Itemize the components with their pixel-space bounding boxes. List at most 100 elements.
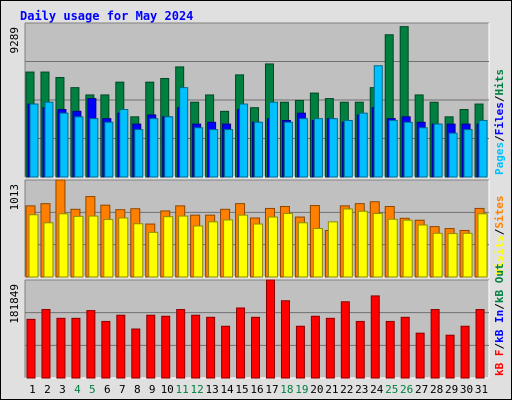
bar-pages-day-19 xyxy=(298,118,308,178)
bar-kb-f-day-17 xyxy=(265,279,275,379)
bar-pages-day-2 xyxy=(44,101,54,178)
x-tick-label-day-25: 25 xyxy=(385,383,398,396)
bar-visits-day-13 xyxy=(208,221,219,278)
bar-kb-f-day-18 xyxy=(280,300,290,379)
bar-kb-f-day-3 xyxy=(56,317,66,379)
y-axis-max-label: 9289 xyxy=(8,27,21,54)
legend-visits: Visits/Sites xyxy=(493,196,506,276)
legend-entry: kB In xyxy=(493,310,506,343)
x-tick-label-day-28: 28 xyxy=(430,383,443,396)
bar-pages-day-14 xyxy=(224,129,234,178)
bar-visits-day-9 xyxy=(148,231,159,278)
bar-kb-f-day-26 xyxy=(400,316,410,379)
bar-visits-day-20 xyxy=(312,228,323,278)
bar-pages-day-22 xyxy=(343,119,353,178)
x-tick-label-day-3: 3 xyxy=(59,383,66,396)
bar-pages-day-3 xyxy=(59,112,69,178)
x-tick-label-day-21: 21 xyxy=(325,383,338,396)
bar-visits-day-25 xyxy=(387,218,398,278)
bar-visits-day-12 xyxy=(193,225,204,278)
x-tick-label-day-16: 16 xyxy=(250,383,263,396)
bar-pages-day-29 xyxy=(448,132,458,178)
x-tick-label-day-1: 1 xyxy=(29,383,36,396)
legend-entry: Files xyxy=(493,102,506,135)
bar-visits-day-14 xyxy=(223,219,234,278)
bar-pages-day-6 xyxy=(104,121,114,178)
bar-pages-day-12 xyxy=(194,127,204,178)
bar-kb-f-day-25 xyxy=(385,320,395,379)
bar-kb-f-day-21 xyxy=(325,317,335,379)
bar-kb-f-day-5 xyxy=(86,310,96,379)
bar-visits-day-19 xyxy=(297,222,308,278)
legend-entry: / xyxy=(493,343,506,350)
bar-kb-f-day-6 xyxy=(101,320,111,379)
x-tick-label-day-6: 6 xyxy=(104,383,111,396)
bar-kb-f-day-1 xyxy=(26,318,36,379)
legend-entry: Hits xyxy=(493,69,506,96)
x-tick-label-day-20: 20 xyxy=(310,383,323,396)
bar-pages-day-13 xyxy=(209,129,219,178)
bar-pages-day-28 xyxy=(433,123,443,178)
x-tick-label-day-14: 14 xyxy=(220,383,234,396)
bar-visits-day-4 xyxy=(73,215,84,278)
bar-kb-f-day-20 xyxy=(310,315,320,379)
x-tick-label-day-8: 8 xyxy=(134,383,141,396)
bar-pages-day-5 xyxy=(89,118,99,178)
bar-visits-day-7 xyxy=(118,217,129,278)
bar-kb-f-day-22 xyxy=(340,301,350,379)
legend-entry: / xyxy=(493,95,506,102)
x-tick-label-day-23: 23 xyxy=(355,383,368,396)
bar-kb-f-day-8 xyxy=(131,328,141,379)
bar-visits-day-11 xyxy=(178,215,189,278)
bar-kb-f-day-24 xyxy=(370,295,380,379)
bar-kb-f-day-15 xyxy=(236,307,246,379)
bar-pages-day-25 xyxy=(388,119,398,178)
legend-entry: kB Out xyxy=(493,263,506,303)
bar-visits-day-2 xyxy=(43,222,54,278)
bar-visits-day-21 xyxy=(327,221,338,278)
x-tick-label-day-13: 13 xyxy=(205,383,218,396)
x-tick-label-day-2: 2 xyxy=(44,383,51,396)
legend-entry: / xyxy=(493,135,506,142)
bar-pages-day-24 xyxy=(373,65,383,178)
bar-kb-f-day-30 xyxy=(460,325,470,379)
x-tick-label-day-24: 24 xyxy=(370,383,384,396)
bar-pages-day-10 xyxy=(164,116,174,178)
bar-visits-day-6 xyxy=(103,219,114,278)
bar-pages-day-15 xyxy=(239,103,249,178)
x-tick-label-day-30: 30 xyxy=(460,383,473,396)
bar-kb-f-day-7 xyxy=(116,314,126,379)
chart-title: Daily usage for May 2024 xyxy=(20,9,194,23)
legend-entry: Pages xyxy=(493,142,506,175)
x-tick-label-day-18: 18 xyxy=(280,383,293,396)
bar-pages-day-21 xyxy=(328,118,338,178)
legend-entry: Visits xyxy=(493,235,506,275)
bar-visits-day-22 xyxy=(342,208,353,278)
bar-kb-f-day-4 xyxy=(71,317,81,379)
bar-kb-f-day-31 xyxy=(475,309,485,379)
x-tick-label-day-17: 17 xyxy=(265,383,278,396)
bar-kb-f-day-16 xyxy=(251,316,261,379)
bar-visits-day-28 xyxy=(432,232,443,278)
legend-kbytes: kB F/kB In/kB Out xyxy=(493,263,506,376)
x-tick-label-day-27: 27 xyxy=(415,383,428,396)
bar-kb-f-day-9 xyxy=(146,314,156,379)
bar-kb-f-day-19 xyxy=(295,325,305,379)
legend-entry: / xyxy=(493,228,506,235)
y-axis-max-label: 1013 xyxy=(8,184,21,211)
bar-pages-day-9 xyxy=(149,118,159,178)
x-tick-label-day-22: 22 xyxy=(340,383,353,396)
bar-visits-day-30 xyxy=(462,232,473,278)
x-tick-label-day-12: 12 xyxy=(191,383,204,396)
bar-kb-f-day-27 xyxy=(415,332,425,379)
bar-visits-day-27 xyxy=(417,224,428,278)
bar-pages-day-18 xyxy=(283,121,293,178)
x-tick-label-day-4: 4 xyxy=(74,383,81,396)
bar-pages-day-17 xyxy=(268,101,278,178)
bar-visits-day-17 xyxy=(267,216,278,278)
bar-pages-day-31 xyxy=(478,119,488,178)
bar-pages-day-8 xyxy=(134,129,144,178)
bar-pages-day-27 xyxy=(418,127,428,178)
bar-kb-f-day-23 xyxy=(355,320,365,379)
